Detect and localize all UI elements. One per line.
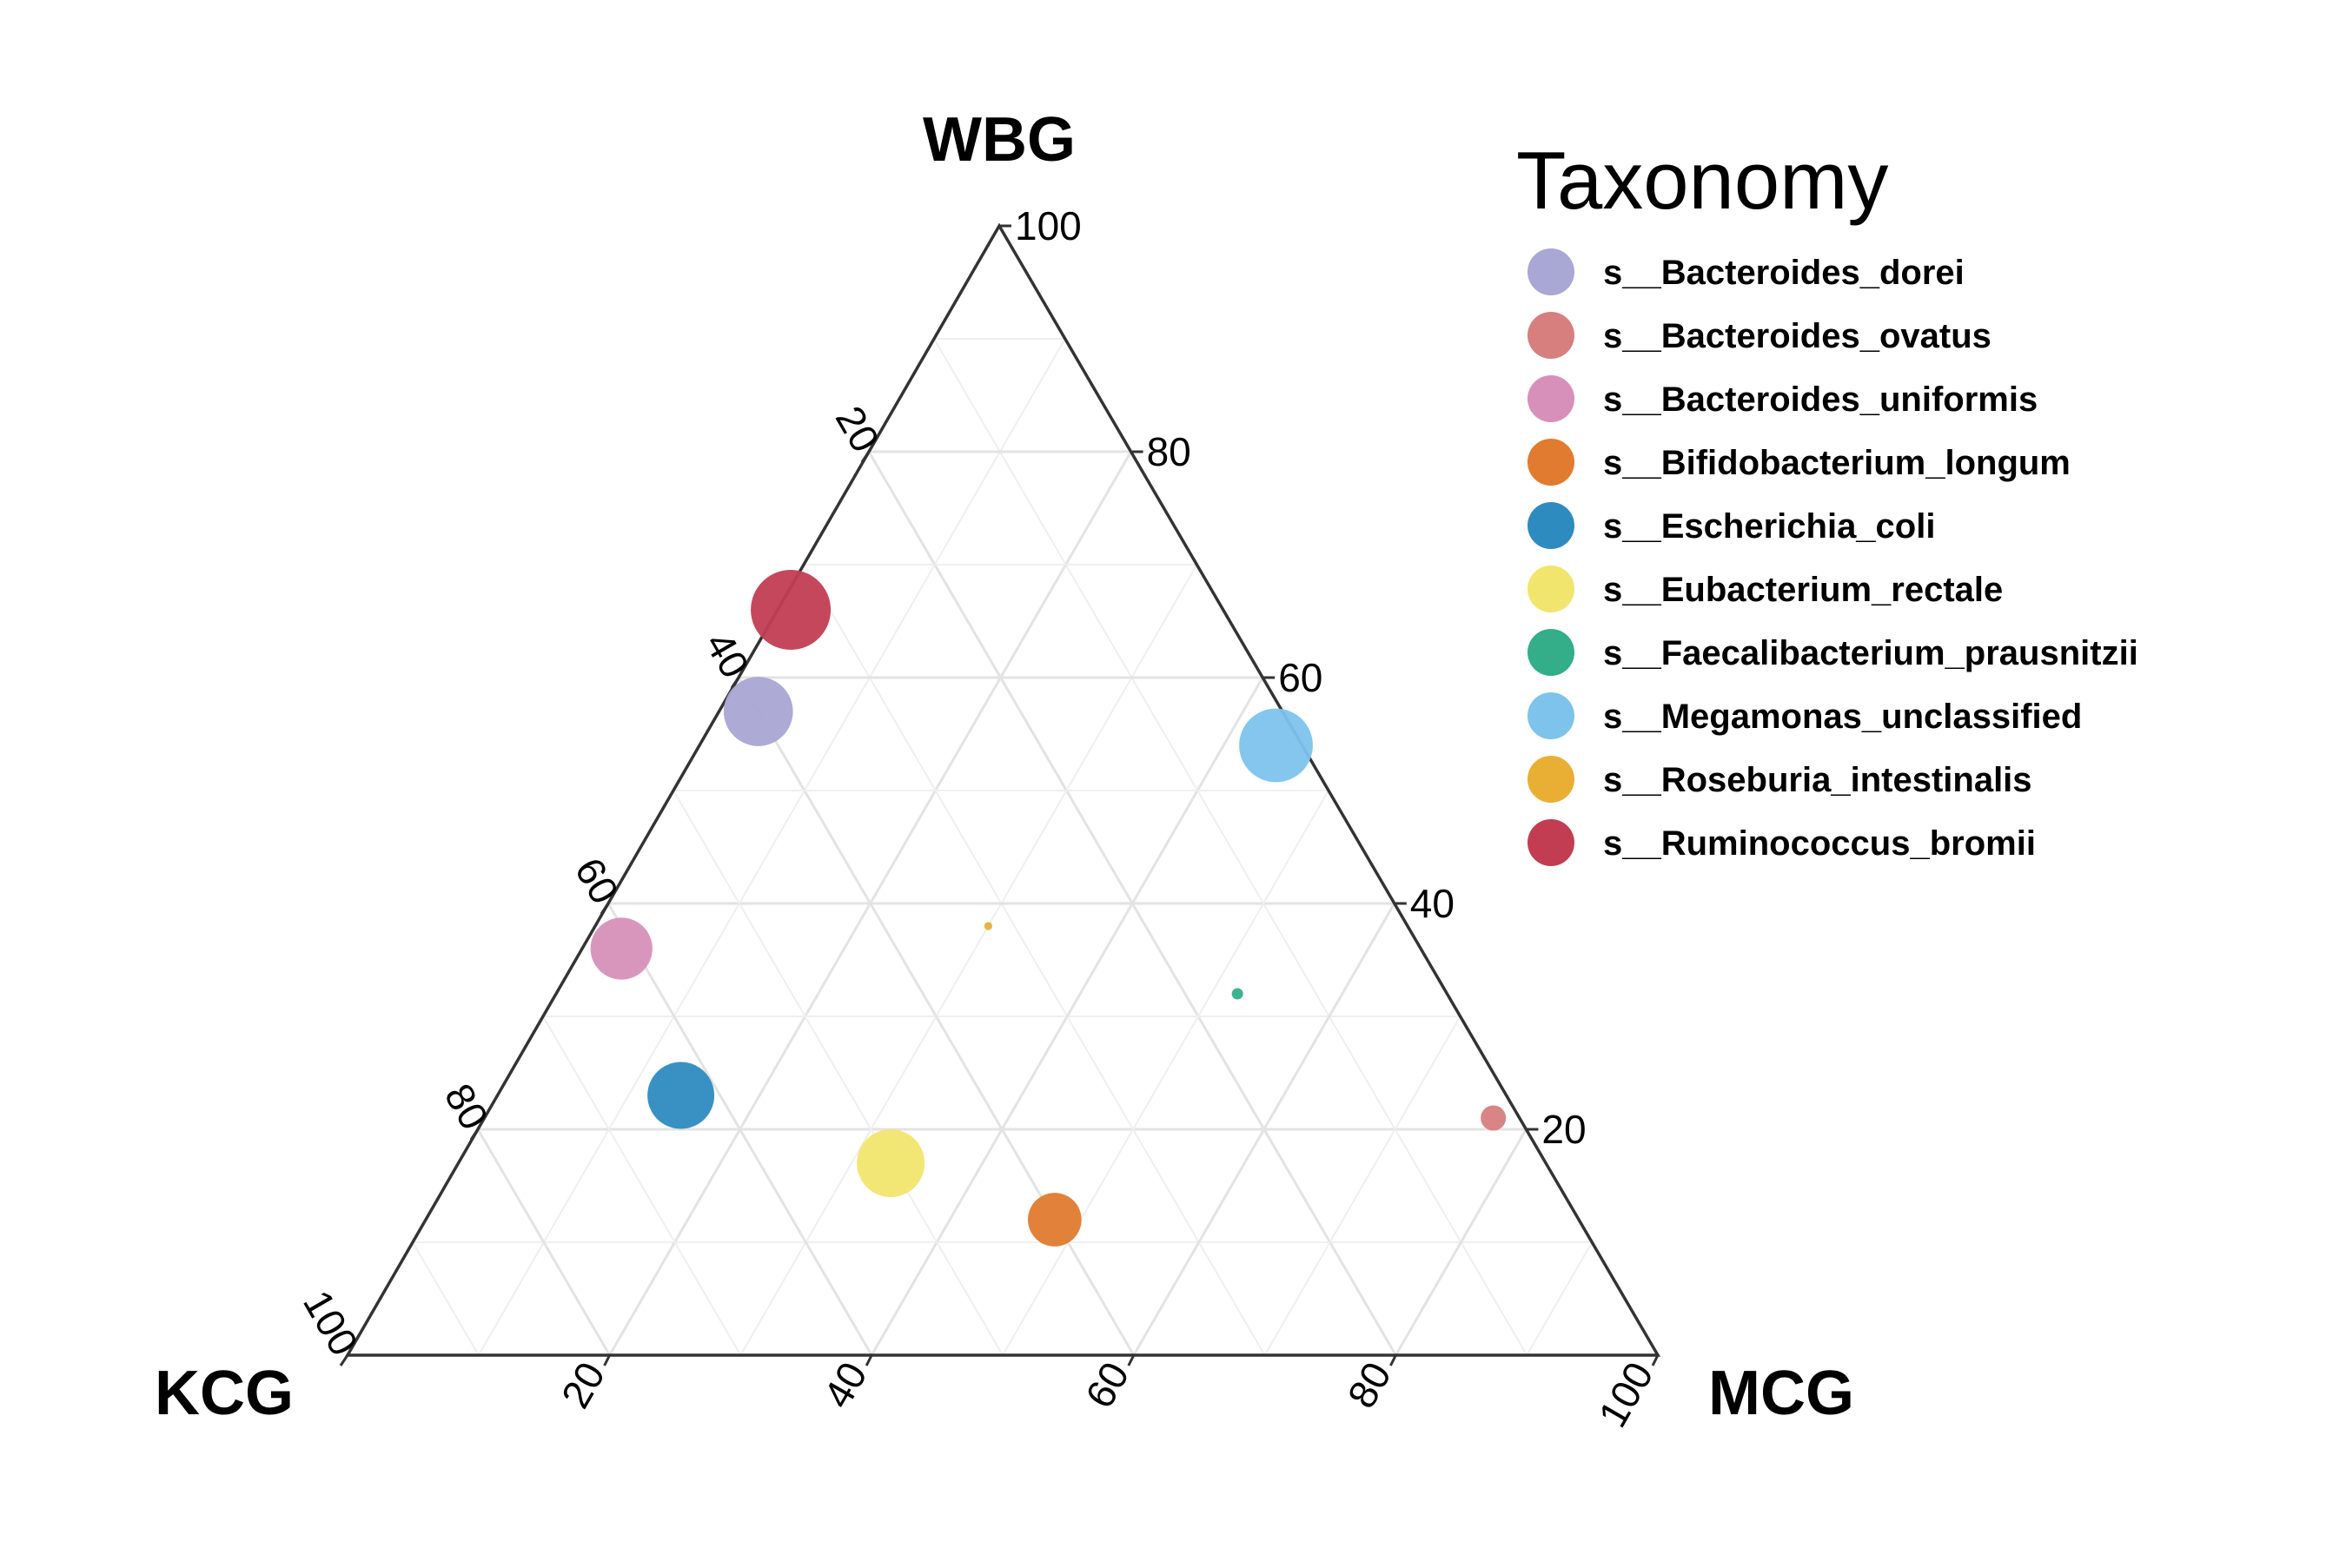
data-point xyxy=(723,677,793,746)
grid-line-kcg xyxy=(476,1128,611,1356)
axis-title-left: KCG xyxy=(155,1359,294,1428)
tick-label-mcg: 100 xyxy=(1589,1354,1661,1434)
tick-label-kcg: 100 xyxy=(295,1283,367,1363)
grid-line-mcg xyxy=(1395,1128,1528,1356)
legend-label: s__Bacteroides_uniformis xyxy=(1603,380,2038,419)
tick-label-wbg: 80 xyxy=(1147,429,1191,474)
legend-label: s__Roseburia_intestinalis xyxy=(1603,761,2032,799)
tick-label-wbg: 60 xyxy=(1278,655,1322,700)
grid-line-mcg xyxy=(477,338,1066,1356)
tick-mark-mcg xyxy=(1651,1354,1660,1366)
tick-mark-kcg xyxy=(860,451,871,463)
tick-label-wbg: 40 xyxy=(1410,881,1455,926)
axis-title-top: WBG xyxy=(923,105,1076,175)
legend-label: s__Escherichia_coli xyxy=(1603,507,1935,546)
legend-label: s__Faecalibacterium_prausnitzii xyxy=(1603,634,2138,672)
data-points xyxy=(590,570,1507,1247)
legend-swatch xyxy=(1528,566,1574,612)
tick-mark-mcg xyxy=(1389,1354,1397,1366)
legend-title: Taxonomy xyxy=(1516,135,1888,226)
axis-title-right: MCG xyxy=(1708,1359,1854,1428)
tick-label-wbg: 100 xyxy=(1015,203,1082,248)
tick-label-wbg: 20 xyxy=(1541,1107,1586,1152)
data-point xyxy=(1027,1193,1082,1247)
triangle-border xyxy=(344,222,1661,1357)
grid-lines xyxy=(412,338,1594,1356)
data-point xyxy=(647,1062,715,1129)
legend-label: s__Bifidobacterium_longum xyxy=(1603,444,2071,482)
grid-line-kcg xyxy=(803,564,1266,1356)
legend-swatch xyxy=(1528,439,1574,486)
legend-swatch xyxy=(1528,692,1574,739)
legend-label: s__Eubacterium_rectale xyxy=(1603,571,2003,609)
grid-line-mcg xyxy=(1526,1241,1594,1356)
triangle-frame xyxy=(344,222,1661,1357)
legend-label: s__Ruminococcus_bromii xyxy=(1603,824,2036,863)
tick-mark-kcg xyxy=(730,677,740,689)
data-point xyxy=(984,922,992,930)
data-point xyxy=(590,917,653,980)
tick-mark-kcg xyxy=(469,1128,480,1141)
grid-line-kcg xyxy=(606,903,873,1356)
tick-mark-kcg xyxy=(600,903,610,915)
tick-label-kcg: 20 xyxy=(827,399,889,460)
legend-swatch xyxy=(1528,629,1574,676)
grid-line-mcg xyxy=(1132,903,1396,1356)
legend-swatch xyxy=(1528,756,1574,803)
legend-swatch xyxy=(1528,502,1574,549)
legend-swatch xyxy=(1528,375,1574,422)
tick-label-kcg: 60 xyxy=(567,850,628,911)
data-point xyxy=(1231,988,1243,1000)
legend-swatch xyxy=(1528,819,1574,866)
grid-line-kcg xyxy=(673,790,1004,1356)
grid-line-kcg xyxy=(542,1016,742,1356)
data-point xyxy=(751,570,832,650)
tick-mark-kcg xyxy=(339,1354,349,1366)
grid-line-mcg xyxy=(1002,790,1329,1356)
tick-mark-mcg xyxy=(1127,1354,1136,1366)
legend-swatch xyxy=(1528,248,1574,295)
grid-line-kcg xyxy=(933,338,1528,1356)
legend-label: s__Bacteroides_ovatus xyxy=(1603,317,1991,355)
tick-label-kcg: 80 xyxy=(436,1076,498,1137)
tick-mark-mcg xyxy=(865,1354,873,1366)
data-point xyxy=(1481,1105,1507,1131)
grid-line-mcg xyxy=(1263,1016,1461,1356)
tick-label-kcg: 40 xyxy=(697,625,759,685)
data-point xyxy=(1239,708,1313,783)
grid-line-mcg xyxy=(739,564,1198,1356)
tick-mark-mcg xyxy=(603,1354,611,1366)
grid-line-kcg xyxy=(412,1241,480,1356)
data-point xyxy=(857,1128,925,1198)
legend: Taxonomy s__Bacteroides_dorei s__Bacteroi… xyxy=(1516,135,2138,866)
legend-swatch xyxy=(1528,312,1574,359)
legend-label: s__Bacteroides_dorei xyxy=(1603,254,1965,292)
legend-label: s__Megamonas_unclassified xyxy=(1603,698,2082,736)
